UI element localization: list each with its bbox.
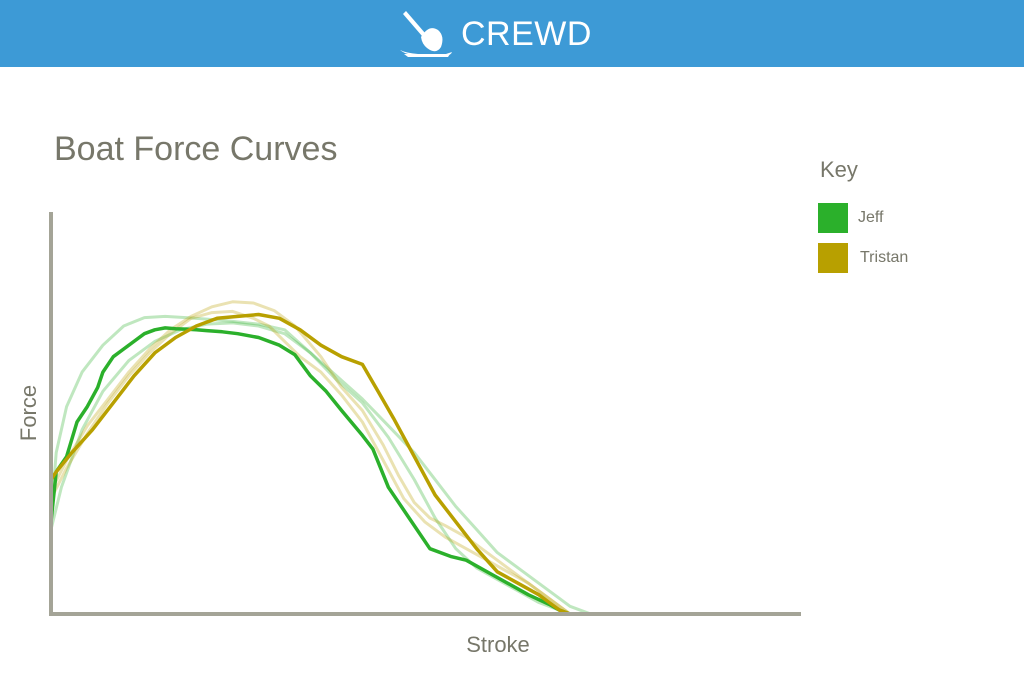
x-axis-label: Stroke: [466, 632, 530, 657]
app-brand[interactable]: CREWD: [400, 10, 592, 58]
app-name: CREWD: [461, 14, 592, 53]
legend-item-tristan[interactable]: Tristan: [818, 243, 908, 273]
app-header: CREWD: [0, 0, 1024, 67]
legend-swatch-tristan: [818, 243, 848, 273]
faded-curve-jeff-1: [49, 321, 593, 616]
legend-label-jeff: Jeff: [858, 209, 884, 226]
legend-title: Key: [820, 157, 858, 182]
legend-swatch-jeff: [818, 203, 848, 233]
legend-item-jeff[interactable]: Jeff: [818, 203, 884, 233]
faded-curve-tristan-2: [49, 300, 572, 616]
faded-curve-tristan-3: [49, 309, 572, 616]
y-axis-label: Force: [16, 385, 41, 441]
faded-curves-layer: [49, 300, 593, 616]
series-line-tristan: [49, 312, 572, 616]
series-line-jeff: [49, 326, 572, 616]
legend-label-tristan: Tristan: [860, 249, 909, 266]
rowing-oar-icon: [400, 11, 452, 57]
chart-title: Boat Force Curves: [54, 130, 338, 168]
